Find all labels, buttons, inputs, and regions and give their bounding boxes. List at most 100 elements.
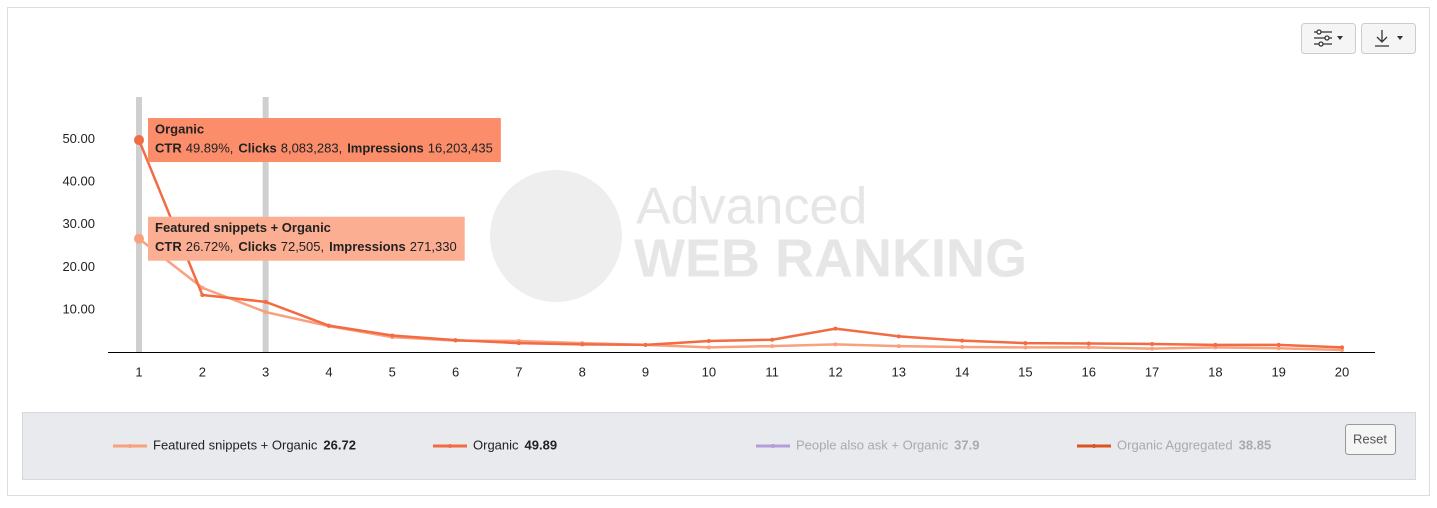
x-tick-label: 7 — [515, 364, 522, 379]
legend-label: Featured snippets + Organic — [153, 437, 318, 452]
x-tick-label: 19 — [1271, 364, 1285, 379]
legend-item[interactable]: Organic Aggregated 38.85 — [1077, 437, 1271, 452]
x-tick-label: 14 — [955, 364, 969, 379]
highlight-band — [136, 97, 142, 353]
legend: Featured snippets + Organic 26.72 Organic 4… — [113, 437, 1271, 452]
x-tick-label: 12 — [828, 364, 842, 379]
point — [453, 338, 458, 343]
caret — [1337, 36, 1343, 40]
tooltip: Organic CTR 49.89%, Clicks 8,083,283, Impress… — [148, 118, 501, 163]
legend-swatch-dot — [448, 444, 452, 448]
legend-swatch-dot — [128, 444, 132, 448]
legend-item[interactable]: People also ask + Organic 37.9 — [756, 437, 979, 452]
point — [326, 323, 331, 328]
tooltip-title: Featured snippets + Organic — [155, 220, 331, 235]
point — [580, 342, 585, 347]
tooltip-value: 271,330 — [410, 239, 457, 254]
point — [1086, 341, 1091, 346]
tooltip-value: 16,203,435 — [428, 140, 493, 155]
legend-item[interactable]: Featured snippets + Organic 26.72 — [113, 437, 356, 452]
point — [1023, 341, 1028, 346]
tooltip-label: CTR — [155, 239, 182, 254]
point — [643, 342, 648, 347]
tooltip-bg — [148, 216, 465, 261]
reset-button[interactable]: Reset — [1345, 424, 1396, 455]
settings-icon — [1314, 29, 1332, 47]
legend-label: People also ask + Organic — [796, 437, 949, 452]
point — [1276, 346, 1281, 351]
tooltip: Featured snippets + Organic CTR 26.72%, Cli… — [148, 216, 465, 261]
legend-value: 49.89 — [525, 437, 558, 452]
legend-label: Organic — [473, 437, 519, 452]
x-tick-label: 8 — [579, 364, 586, 379]
x-tick-label: 18 — [1208, 364, 1222, 379]
y-tick-label: 50.00 — [62, 131, 95, 146]
x-tick-label: 13 — [892, 364, 906, 379]
button-bg — [1345, 424, 1396, 455]
point — [516, 341, 521, 346]
series-line — [137, 139, 1343, 349]
legend-item[interactable]: Organic 49.89 — [433, 437, 557, 452]
legend-value: 26.72 — [323, 437, 356, 452]
point — [134, 233, 144, 244]
legend-box — [22, 412, 1416, 480]
point — [896, 334, 901, 339]
download-button[interactable] — [1361, 23, 1416, 54]
x-tick-label: 4 — [325, 364, 332, 379]
point — [1023, 345, 1028, 350]
legend-swatch-dot — [1092, 444, 1096, 448]
tooltip-value: 49.89%, — [186, 140, 234, 155]
point — [1213, 342, 1218, 347]
legend-label: Organic Aggregated — [1117, 437, 1233, 452]
reset-label: Reset — [1353, 431, 1387, 446]
point — [960, 344, 965, 349]
x-tick-label: 17 — [1145, 364, 1159, 379]
x-tick-label: 16 — [1082, 364, 1096, 379]
y-tick-label: 20.00 — [62, 259, 95, 274]
point — [200, 293, 205, 298]
point — [833, 326, 838, 331]
point — [770, 337, 775, 342]
legend-swatch-dot — [771, 444, 775, 448]
point — [1276, 342, 1281, 347]
point — [200, 285, 205, 290]
point — [1086, 345, 1091, 350]
point — [896, 344, 901, 349]
point — [1150, 341, 1155, 346]
watermark-text: Advanced — [636, 178, 867, 236]
tooltip-value: 8,083,283, — [281, 140, 342, 155]
tooltip-value: 26.72%, — [186, 239, 234, 254]
tooltip-bg — [148, 118, 501, 163]
point — [706, 339, 711, 344]
x-tick-label: 11 — [765, 364, 779, 379]
x-tick-label: 20 — [1335, 364, 1349, 379]
legend-value: 38.85 — [1239, 437, 1272, 452]
tooltip-label: Impressions — [347, 140, 424, 155]
caret — [1397, 36, 1403, 40]
x-tick-label: 5 — [389, 364, 396, 379]
point — [770, 344, 775, 349]
tooltip-label: Impressions — [329, 239, 406, 254]
point — [833, 342, 838, 347]
point — [1150, 346, 1155, 351]
x-tick-label: 15 — [1018, 364, 1032, 379]
point — [960, 338, 965, 343]
settings-button[interactable] — [1301, 23, 1356, 54]
download-icon — [1375, 30, 1389, 47]
x-tick-label: 9 — [642, 364, 649, 379]
point — [390, 333, 395, 338]
legend-value: 37.9 — [954, 437, 979, 452]
watermark: Advanced WEB RANKING — [490, 170, 1027, 302]
button-bg — [1361, 23, 1416, 54]
tooltip-label: CTR — [155, 140, 182, 155]
tooltip-value: 72,505, — [281, 239, 324, 254]
y-tick-label: 30.00 — [62, 216, 95, 231]
watermark-globe — [490, 170, 622, 302]
x-tick-label: 2 — [199, 364, 206, 379]
y-tick-label: 10.00 — [62, 301, 95, 316]
point — [134, 135, 144, 146]
point — [263, 310, 268, 315]
